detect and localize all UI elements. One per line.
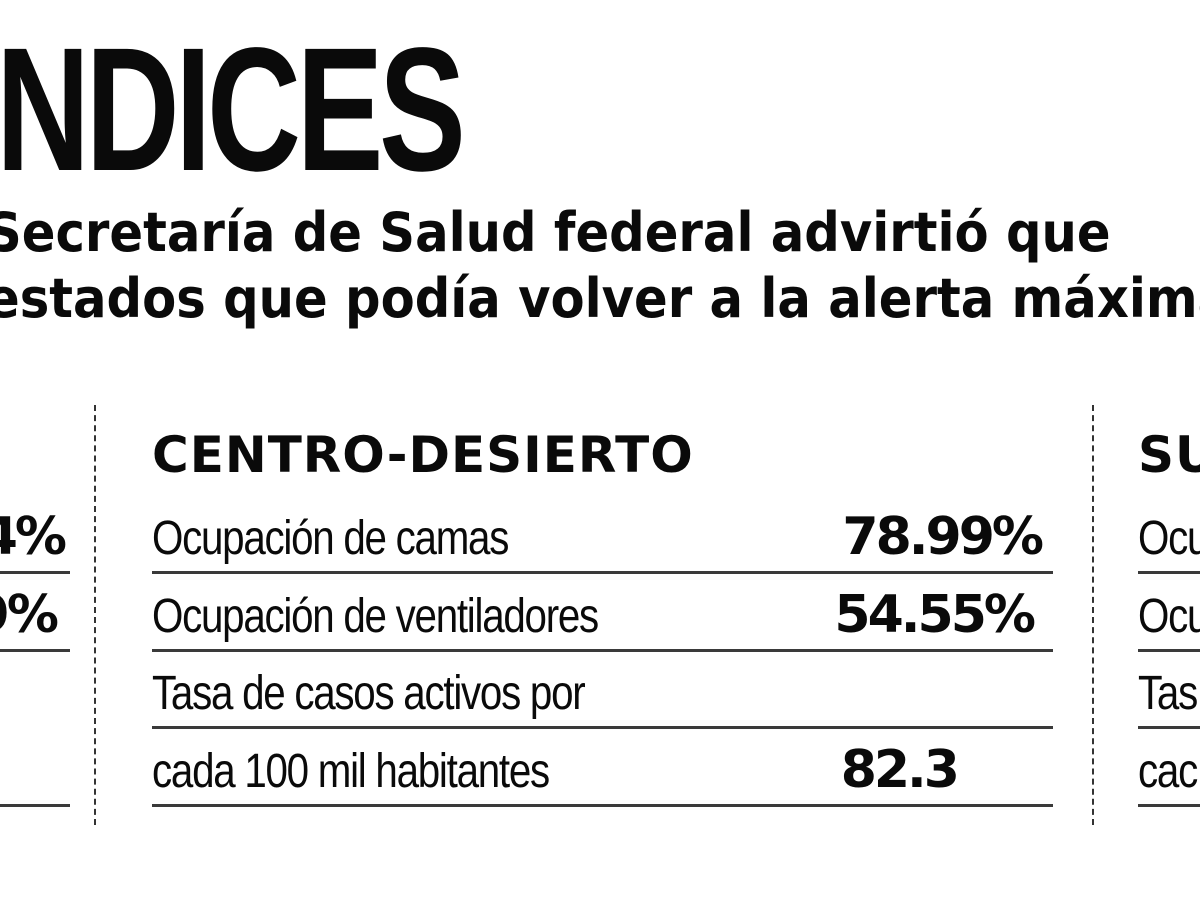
subtitle-line-1: Secretaría de Salud federal advirtió que xyxy=(0,201,1111,264)
row-value: 54.55% xyxy=(834,585,1036,645)
table-row-cada-100-mil: cada 100 mil habitantes 82.3 xyxy=(152,730,1053,807)
row-label: cada 100 mil habitantes xyxy=(152,745,550,798)
table-row-tasa-casos: Tasa de casos activos por xyxy=(152,653,1053,729)
row-label: Ocupación de ventiladores xyxy=(152,590,599,643)
row-label: cac xyxy=(1138,745,1198,798)
page-title: NDICES xyxy=(0,12,466,208)
table-row-ocupacion-camas: Ocupación de camas 78.99% xyxy=(152,498,1053,574)
column-divider-right xyxy=(1092,405,1094,825)
row-value: 82.3 xyxy=(840,740,960,800)
row-label: Ocu xyxy=(1138,590,1200,643)
column-divider-left xyxy=(94,405,96,825)
subtitle-line-2: estados que podía volver a la alerta máx… xyxy=(0,267,1200,330)
table-row: Ocu xyxy=(1138,576,1200,652)
row-value: 4% xyxy=(0,507,67,567)
subtitle: Secretaría de Salud federal advirtió que… xyxy=(0,200,1200,332)
row-value: 9% xyxy=(0,585,59,645)
row-label: Tas xyxy=(1138,667,1198,720)
row-label: Tasa de casos activos por xyxy=(152,667,586,720)
row-label: Ocupación de camas xyxy=(152,512,509,565)
table-row: 4% xyxy=(0,498,70,574)
row-label: Ocu xyxy=(1138,512,1200,565)
table-row-ocupacion-ventiladores: Ocupación de ventiladores 54.55% xyxy=(152,576,1053,652)
row-value: 78.99% xyxy=(842,507,1044,567)
region-heading: SU xyxy=(1138,426,1200,484)
table-row: Ocu xyxy=(1138,498,1200,574)
table-row: cac xyxy=(1138,730,1200,807)
table-row xyxy=(0,730,70,807)
table-row: Tas xyxy=(1138,653,1200,729)
region-heading: CENTRO-DESIERTO xyxy=(152,426,694,484)
table-row: 9% xyxy=(0,576,70,652)
